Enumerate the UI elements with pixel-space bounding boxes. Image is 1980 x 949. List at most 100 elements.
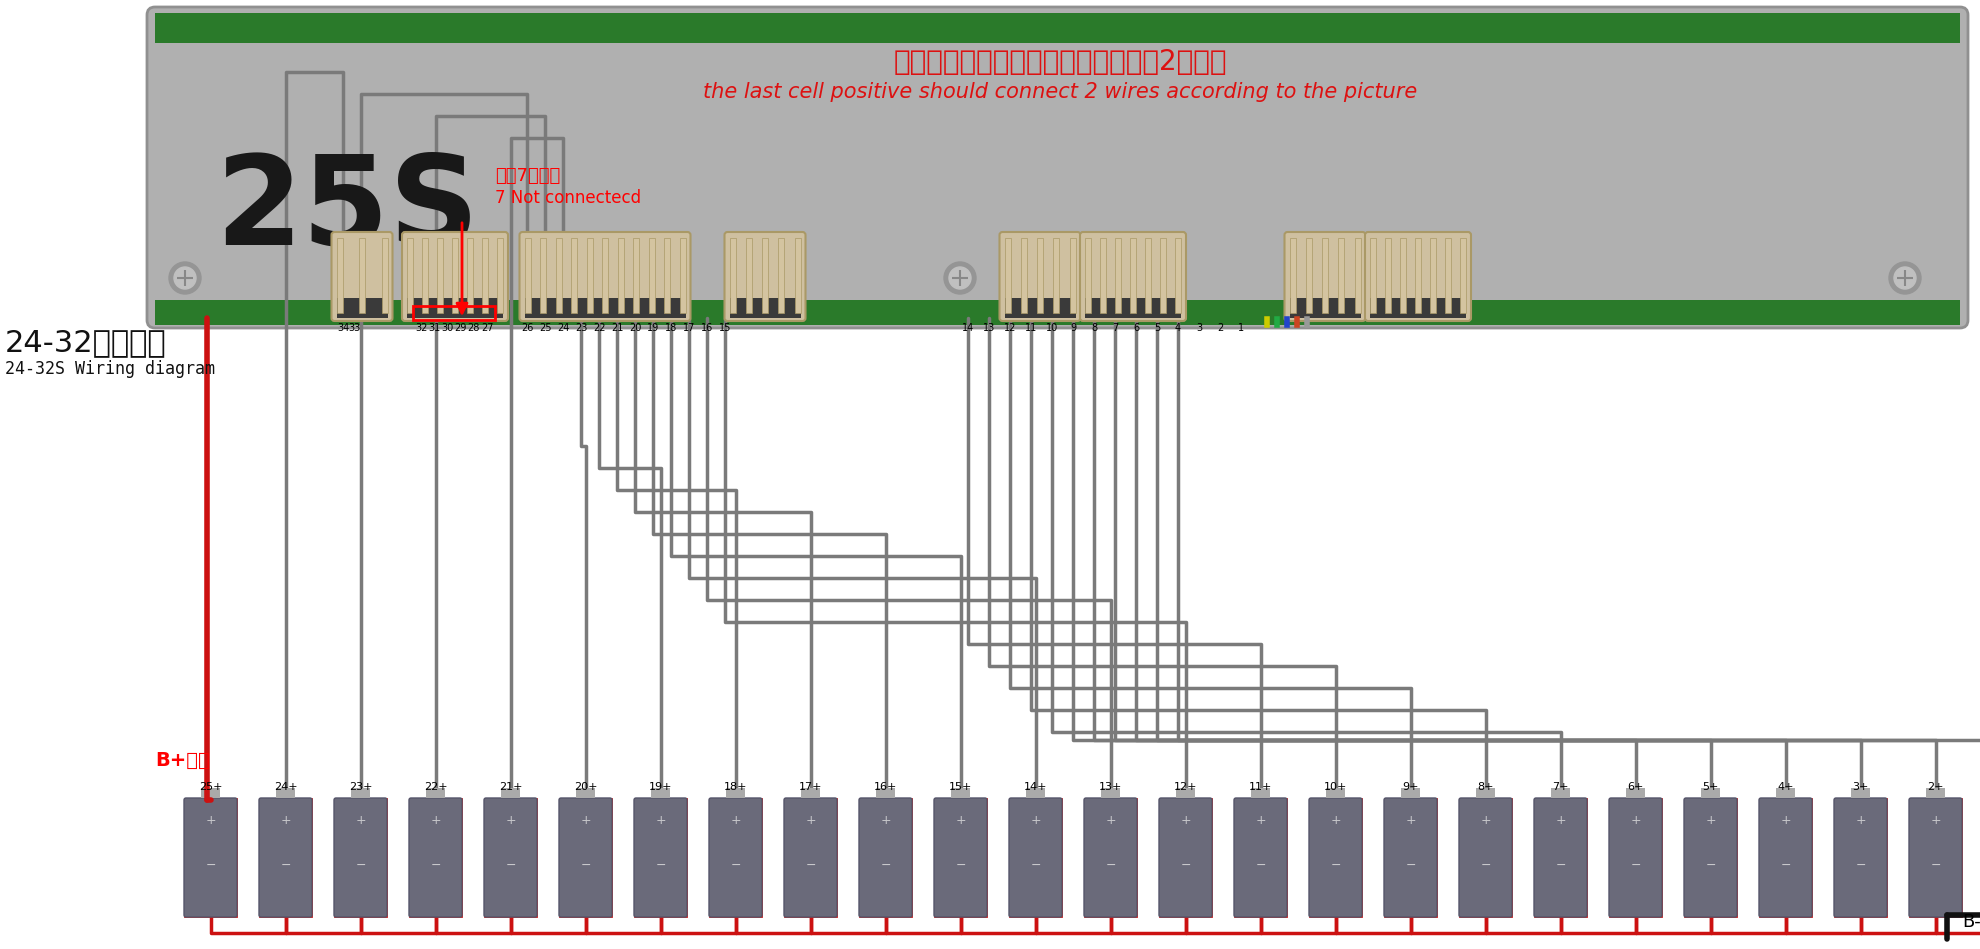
Bar — [184, 799, 236, 916]
Text: 8: 8 — [1091, 323, 1097, 333]
Text: 27: 27 — [481, 323, 493, 333]
Bar — [200, 788, 220, 798]
Bar — [1053, 238, 1059, 313]
Text: +: + — [1481, 813, 1491, 827]
Bar — [1236, 799, 1285, 916]
Bar — [1475, 788, 1495, 798]
Bar — [426, 788, 446, 798]
Bar — [1101, 238, 1107, 313]
Text: +: + — [806, 813, 816, 827]
FancyBboxPatch shape — [1459, 798, 1513, 917]
FancyBboxPatch shape — [784, 798, 838, 917]
Text: 23: 23 — [574, 323, 588, 333]
Text: 32: 32 — [416, 323, 428, 333]
Bar — [1327, 788, 1344, 798]
Bar — [1176, 788, 1196, 798]
Bar — [746, 238, 752, 313]
Text: 18+: 18+ — [725, 782, 746, 792]
Text: 7: 7 — [1113, 323, 1119, 333]
Text: −: − — [881, 859, 891, 871]
Text: 25: 25 — [539, 323, 550, 333]
Text: 20: 20 — [630, 323, 642, 333]
Text: −: − — [1406, 859, 1416, 871]
FancyBboxPatch shape — [519, 232, 691, 321]
Bar — [1069, 238, 1075, 313]
Bar — [1160, 238, 1166, 313]
Bar — [1384, 238, 1392, 313]
Bar — [875, 788, 895, 798]
Text: 13: 13 — [982, 323, 996, 333]
FancyBboxPatch shape — [335, 798, 386, 917]
Text: −: − — [731, 859, 741, 871]
Text: 7+: 7+ — [1552, 782, 1568, 792]
Text: 33: 33 — [348, 323, 360, 333]
Bar — [729, 238, 735, 313]
Text: +: + — [1855, 813, 1865, 827]
Bar — [525, 298, 685, 318]
Bar — [1776, 788, 1796, 798]
Text: −: − — [1255, 859, 1265, 871]
Text: 12: 12 — [1004, 323, 1016, 333]
Text: +: + — [1554, 813, 1566, 827]
Text: −: − — [1481, 859, 1491, 871]
FancyBboxPatch shape — [725, 232, 806, 321]
FancyBboxPatch shape — [1685, 798, 1736, 917]
Text: −: − — [954, 859, 966, 871]
Bar — [1550, 788, 1570, 798]
Text: −: − — [1855, 859, 1865, 871]
Bar — [1400, 788, 1420, 798]
Text: +: + — [1705, 813, 1717, 827]
FancyBboxPatch shape — [1833, 798, 1887, 917]
Text: +: + — [954, 813, 966, 827]
FancyBboxPatch shape — [1158, 798, 1212, 917]
Bar — [1085, 799, 1137, 916]
Text: −: − — [806, 859, 816, 871]
Text: B-总负: B-总负 — [1962, 913, 1980, 931]
Bar — [1430, 238, 1436, 313]
Bar — [1160, 799, 1212, 916]
Text: 2+: 2+ — [1927, 782, 1944, 792]
Bar — [541, 238, 546, 313]
Text: 20+: 20+ — [574, 782, 598, 792]
Bar — [651, 788, 671, 798]
Text: +: + — [1780, 813, 1790, 827]
Text: −: − — [505, 859, 515, 871]
Text: 7 Not connectecd: 7 Not connectecd — [495, 189, 642, 207]
Text: +: + — [1255, 813, 1265, 827]
Bar — [1534, 799, 1586, 916]
Text: 此处7根不接: 此处7根不接 — [495, 167, 560, 185]
FancyBboxPatch shape — [709, 798, 762, 917]
Bar — [1685, 799, 1736, 916]
Text: 2: 2 — [1218, 323, 1224, 333]
Text: +: + — [580, 813, 590, 827]
Bar — [1354, 238, 1360, 313]
Bar — [729, 298, 800, 318]
Bar — [1384, 799, 1436, 916]
Text: −: − — [1331, 859, 1340, 871]
Bar — [259, 799, 311, 916]
FancyBboxPatch shape — [410, 798, 461, 917]
Text: +: + — [354, 813, 366, 827]
Text: 24: 24 — [556, 323, 568, 333]
Bar — [634, 238, 640, 313]
Text: 28: 28 — [467, 323, 479, 333]
Text: B+总正: B+总正 — [154, 751, 210, 770]
Bar — [586, 238, 592, 313]
Bar — [410, 799, 461, 916]
Bar — [1115, 238, 1121, 313]
FancyBboxPatch shape — [483, 798, 537, 917]
Bar — [414, 306, 495, 320]
Text: 16: 16 — [701, 323, 713, 333]
Bar — [1038, 238, 1043, 313]
Text: 11: 11 — [1026, 323, 1038, 333]
FancyBboxPatch shape — [331, 232, 392, 321]
Bar — [337, 238, 343, 313]
Bar — [679, 238, 685, 313]
Bar — [1004, 298, 1075, 318]
Text: 6+: 6+ — [1628, 782, 1643, 792]
Bar — [408, 298, 503, 318]
Bar — [727, 788, 744, 798]
Text: −: − — [281, 859, 291, 871]
Text: 24-32S Wiring diagram: 24-32S Wiring diagram — [6, 360, 216, 378]
Bar — [154, 13, 1960, 43]
